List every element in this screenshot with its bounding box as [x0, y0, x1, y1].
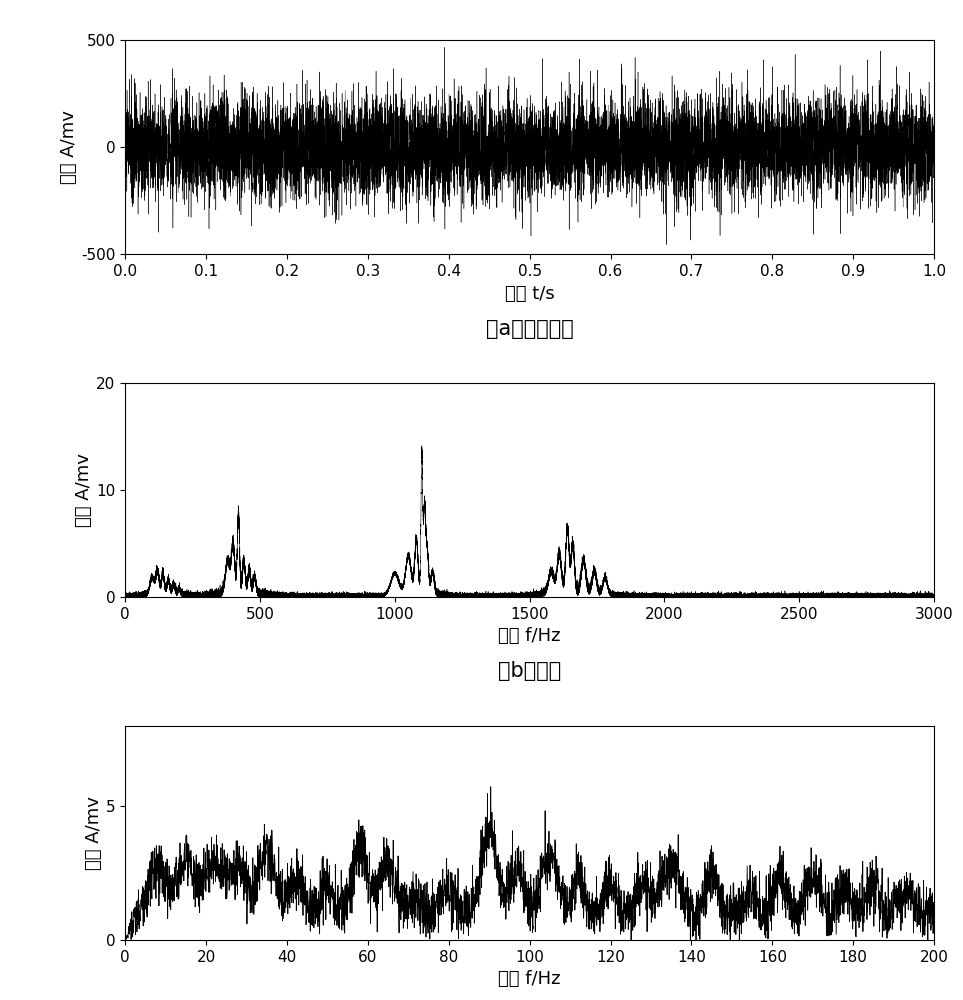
Y-axis label: 幅値 A/mv: 幅値 A/mv [75, 453, 93, 527]
X-axis label: 频率 f/Hz: 频率 f/Hz [499, 970, 560, 988]
Text: （a）时域波形: （a）时域波形 [485, 319, 574, 339]
X-axis label: 频率 f/Hz: 频率 f/Hz [499, 627, 560, 645]
X-axis label: 时间 t/s: 时间 t/s [505, 285, 555, 303]
Text: （b）频谱: （b）频谱 [498, 661, 561, 681]
Y-axis label: 幅値 A/mv: 幅値 A/mv [85, 796, 103, 870]
Y-axis label: 幅値 A/mv: 幅値 A/mv [61, 110, 78, 184]
